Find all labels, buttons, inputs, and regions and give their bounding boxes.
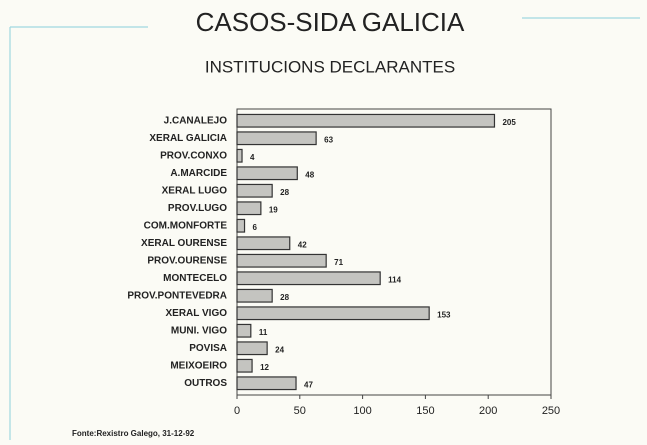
y-tick-label: XERAL LUGO <box>162 185 228 196</box>
bar <box>236 236 291 251</box>
footnote: Fonte:Rexistro Galego, 31-12-92 <box>72 429 195 438</box>
value-label: 71 <box>334 258 343 267</box>
x-tick-label: 250 <box>542 405 560 417</box>
x-tick-label: 200 <box>479 405 497 417</box>
y-tick-label: PROV.LUGO <box>168 203 227 214</box>
bar <box>236 306 430 321</box>
bar <box>236 131 317 146</box>
chart-title: CASOS-SIDA GALICIA <box>196 7 465 37</box>
value-label: 42 <box>298 240 307 249</box>
bar <box>236 323 252 338</box>
bar <box>236 166 298 181</box>
value-label: 114 <box>388 275 401 284</box>
y-tick-label: PROV.CONXO <box>160 150 227 161</box>
x-tick-label: 100 <box>353 405 371 417</box>
bar <box>236 376 297 391</box>
x-tick-label: 150 <box>416 405 434 417</box>
value-label: 4 <box>250 153 255 162</box>
y-tick-label: MUNI. VIGO <box>171 325 227 336</box>
bar <box>236 253 327 268</box>
bar <box>236 341 268 356</box>
bar <box>236 183 273 198</box>
y-tick-label: XERAL GALICIA <box>149 133 227 144</box>
value-label: 24 <box>275 345 284 354</box>
value-label: 6 <box>253 223 258 232</box>
value-label: 28 <box>280 293 289 302</box>
bar <box>236 288 273 303</box>
y-tick-label: PROV.PONTEVEDRA <box>127 290 227 301</box>
bar <box>236 113 496 128</box>
y-tick-label: COM.MONFORTE <box>144 220 228 231</box>
value-label: 47 <box>304 380 313 389</box>
y-tick-label: XERAL OURENSE <box>141 238 227 249</box>
chart-subtitle: INSTITUCIONS DECLARANTES <box>205 57 455 76</box>
value-label: 48 <box>305 170 314 179</box>
y-tick-label: MONTECELO <box>163 273 227 284</box>
bar <box>236 218 246 233</box>
value-label: 11 <box>259 328 268 337</box>
y-tick-label: MEIXOEIRO <box>170 360 227 371</box>
bar <box>236 271 381 286</box>
x-tick-label: 50 <box>294 405 306 417</box>
y-tick-label: J.CANALEJO <box>164 115 228 126</box>
y-tick-label: PROV.OURENSE <box>147 255 227 266</box>
value-label: 19 <box>269 205 278 214</box>
bar <box>236 148 243 163</box>
plot-frame <box>236 108 552 396</box>
x-tick-label: 0 <box>234 405 240 417</box>
value-label: 28 <box>280 188 289 197</box>
value-label: 63 <box>324 135 333 144</box>
value-label: 12 <box>260 363 269 372</box>
y-tick-label: XERAL VIGO <box>166 308 228 319</box>
y-tick-label: POVISA <box>189 343 227 354</box>
value-label: 153 <box>437 310 451 319</box>
y-tick-label: OUTROS <box>184 378 227 389</box>
value-label: 205 <box>502 118 516 127</box>
bar <box>236 358 253 373</box>
bar <box>236 201 262 216</box>
y-tick-label: A.MARCIDE <box>170 168 227 179</box>
